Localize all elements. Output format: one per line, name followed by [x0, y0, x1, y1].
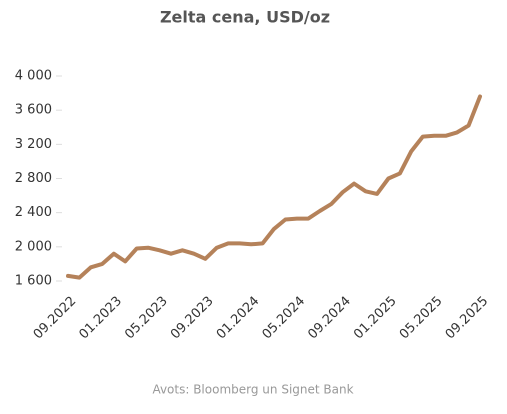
source-note: Avots: Bloomberg un Signet Bank [152, 383, 353, 397]
y-tick-label: 1 600 [15, 274, 52, 289]
y-tick-label: 3 600 [15, 103, 52, 118]
x-tick-label: 01.2025 [351, 294, 400, 343]
x-tick-label: 09.2024 [305, 294, 354, 343]
x-tick-label: 09.2025 [443, 294, 492, 343]
x-tick-label: 09.2022 [31, 294, 80, 343]
y-tick-label: 4 000 [15, 69, 52, 84]
x-tick-label: 01.2024 [214, 294, 263, 343]
y-tick-label: 2 800 [15, 171, 52, 186]
chart-title: Zelta cena, USD/oz [160, 8, 330, 27]
x-tick-label: 05.2025 [397, 294, 446, 343]
y-tick-label: 2 400 [15, 205, 52, 220]
price-line [66, 94, 482, 280]
x-tick-label: 09.2023 [168, 294, 217, 343]
x-tick-label: 05.2024 [260, 294, 309, 343]
y-tick-label: 2 000 [15, 239, 52, 254]
x-tick-label: 05.2023 [122, 294, 171, 343]
y-tick-label: 3 200 [15, 137, 52, 152]
x-tick-label: 01.2023 [76, 294, 125, 343]
